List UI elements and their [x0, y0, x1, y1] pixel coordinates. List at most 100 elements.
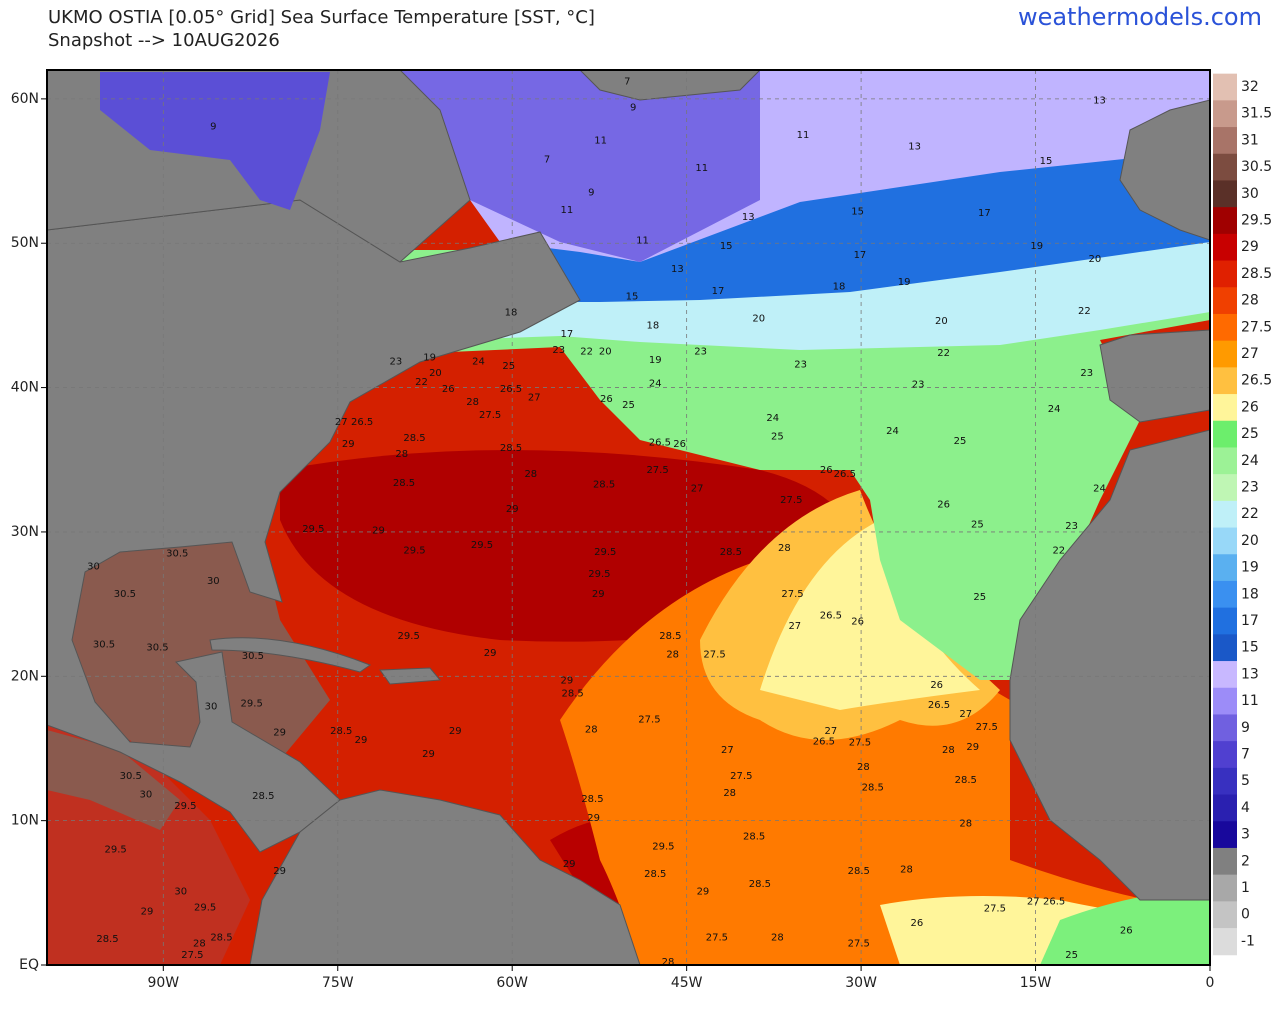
colorbar-swatch	[1213, 340, 1237, 368]
contour-label: 27.5	[848, 938, 870, 949]
contour-label: 29.5	[174, 801, 196, 812]
colorbar-swatch	[1213, 420, 1237, 448]
contour-label: 28	[942, 745, 955, 756]
land	[249, 789, 641, 965]
contour-label: 26.5	[1043, 896, 1065, 907]
colorbar-swatch	[1213, 73, 1237, 101]
contour-label: 27.5	[479, 410, 501, 421]
contour-label: 22	[1078, 306, 1091, 317]
y-tick-label: EQ	[19, 957, 39, 973]
contour-label: 13	[742, 212, 755, 223]
contour-label: 26.5	[649, 437, 671, 448]
contour-label: 25	[1065, 950, 1078, 961]
contour-label: 28.5	[252, 791, 274, 802]
contour-label: 25	[502, 361, 515, 372]
colorbar-swatch	[1213, 260, 1237, 288]
contour-labels: 9 9 7 11 11 13 13 15 13 11 7 9 11 11 15 17 17 19 20 17 18 19 1…	[87, 77, 1132, 969]
contour-label: 24	[886, 426, 899, 437]
contour-label: 28.5	[403, 433, 425, 444]
contour-label: 26.5	[500, 384, 522, 395]
colorbar-swatch	[1213, 767, 1237, 796]
contour-label: 23	[694, 346, 707, 357]
colorbar-label: 29.5	[1241, 213, 1272, 229]
contour-label: 23	[1065, 521, 1078, 532]
contour-label: 27	[1027, 896, 1040, 907]
contour-label: 29	[355, 735, 368, 746]
contour-label: 28.5	[848, 866, 870, 877]
y-tick-label: 10N	[11, 813, 39, 829]
mild-zone	[1040, 890, 1210, 965]
colorbar-swatch	[1213, 794, 1237, 822]
contour-label: 28.5	[743, 832, 765, 843]
contour-label: 30	[205, 702, 218, 713]
contour-label: 15	[720, 241, 733, 252]
colorbar-swatch	[1213, 714, 1237, 742]
contour-label: 26	[442, 384, 455, 395]
contour-label: 25	[971, 520, 984, 531]
colorbar-label: 2	[1241, 853, 1250, 869]
contour-label: 28.5	[955, 775, 977, 786]
contour-label: 29	[592, 589, 605, 600]
contour-label: 29.5	[594, 547, 616, 558]
land	[1099, 329, 1210, 423]
contour-label: 24	[766, 413, 779, 424]
y-tick-label: 30N	[11, 524, 39, 540]
colorbar-swatch	[1213, 901, 1237, 929]
contour-label: 15	[626, 292, 639, 303]
contour-label: 24	[472, 357, 485, 368]
colorbar-swatch	[1213, 100, 1237, 128]
colorbar-swatch	[1213, 634, 1237, 662]
contour-label: 23	[912, 380, 925, 391]
contour-label: 13	[1093, 95, 1106, 106]
colorbar-label: 30.5	[1241, 159, 1272, 175]
contour-label: 29	[697, 886, 710, 897]
x-tick-label: 75W	[322, 975, 354, 991]
subtitle: Snapshot --> 10AUG2026	[48, 30, 280, 51]
contour-label: 27.5	[646, 465, 668, 476]
map-frame	[46, 69, 1211, 966]
contour-label: 27	[528, 393, 541, 404]
contour-label: 29	[449, 726, 462, 737]
contour-label: 9	[630, 103, 636, 114]
contour-label: 17	[854, 250, 867, 261]
contour-label: 27.5	[706, 933, 728, 944]
contour-label: 19	[898, 277, 911, 288]
contour-label: 28	[723, 788, 736, 799]
contour-label: 29	[563, 859, 576, 870]
colorbar-label: 31.5	[1241, 106, 1272, 122]
contour-label: 28	[662, 957, 675, 968]
contour-label: 24	[1093, 484, 1106, 495]
contour-label: 17	[560, 329, 573, 340]
contour-label: 30.5	[146, 642, 168, 653]
contour-label: 28.5	[581, 794, 603, 805]
contour-label: 26	[911, 918, 924, 929]
colorbar-swatch	[1213, 180, 1237, 208]
contour-label: 29.5	[104, 845, 126, 856]
colorbar-swatch	[1213, 580, 1237, 609]
contour-label: 22	[937, 348, 950, 359]
colorbar-label: 29	[1241, 239, 1259, 255]
contour-label: 28.5	[593, 479, 615, 490]
contour-label: 30.5	[93, 640, 115, 651]
contour-label: 28.5	[862, 782, 884, 793]
contour-label: 11	[797, 130, 810, 141]
contour-label: 29	[560, 676, 573, 687]
contour-label: 25	[954, 436, 967, 447]
contour-label: 27	[721, 745, 734, 756]
colorbar-swatch	[1213, 874, 1237, 902]
hot-zone	[47, 730, 180, 830]
contour-label: 15	[851, 206, 864, 217]
contour-label: 27	[335, 417, 348, 428]
contour-label: 29	[587, 813, 600, 824]
colorbar-label: 23	[1241, 480, 1259, 496]
cool-zone	[420, 140, 1210, 322]
x-tick-label: 90W	[147, 975, 179, 991]
land	[47, 199, 581, 853]
colorbar-swatch	[1213, 527, 1237, 555]
contour-label: 28.5	[644, 869, 666, 880]
contour-label: 28	[959, 819, 972, 830]
x-tick-label: 0	[1206, 975, 1215, 991]
colorbar: 3231.53130.53029.52928.52827.52726.52625…	[1213, 73, 1272, 956]
contour-label: 28	[900, 865, 913, 876]
